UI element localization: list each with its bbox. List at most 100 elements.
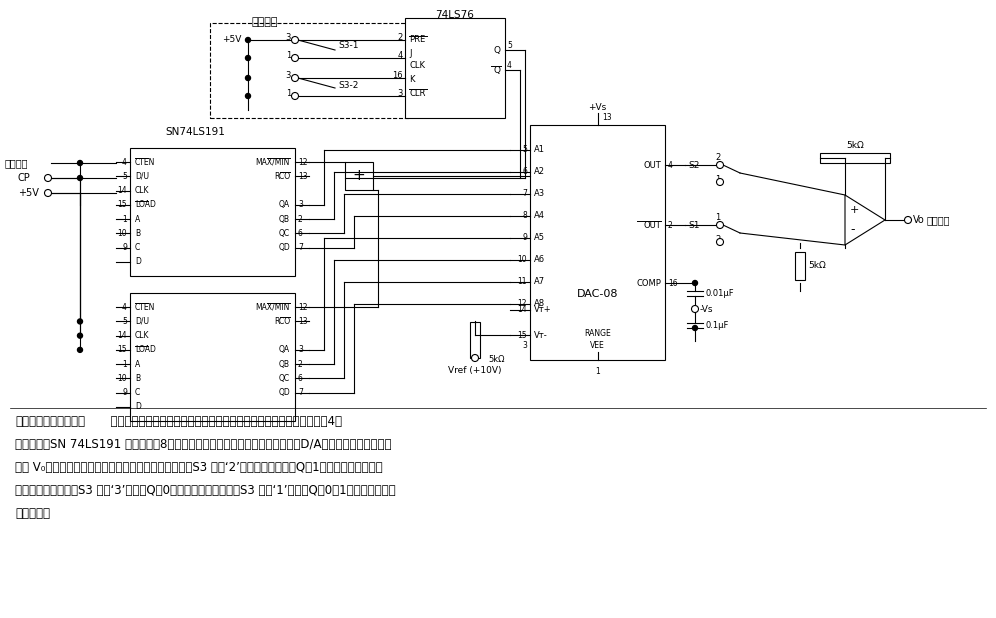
Text: LOAD: LOAD xyxy=(135,345,156,354)
Circle shape xyxy=(904,216,911,224)
Text: B: B xyxy=(135,374,140,383)
Circle shape xyxy=(471,355,478,362)
Text: Vref (+10V): Vref (+10V) xyxy=(448,365,502,375)
Text: 1: 1 xyxy=(123,360,127,368)
Text: A2: A2 xyxy=(534,167,545,177)
Text: QB: QB xyxy=(279,214,290,224)
Text: CLR: CLR xyxy=(409,88,425,98)
Text: A3: A3 xyxy=(534,190,545,198)
Bar xyxy=(470,322,480,358)
Text: VEE: VEE xyxy=(590,342,605,350)
Text: 13: 13 xyxy=(603,112,613,122)
Text: 74LS76: 74LS76 xyxy=(435,10,474,20)
Text: D: D xyxy=(135,257,140,266)
Text: 3: 3 xyxy=(522,342,527,350)
Circle shape xyxy=(78,319,83,324)
Text: QB: QB xyxy=(279,360,290,368)
Text: Q: Q xyxy=(494,66,501,75)
Text: MAX/MIN: MAX/MIN xyxy=(256,158,290,167)
Circle shape xyxy=(245,75,251,80)
Text: 14: 14 xyxy=(517,305,527,315)
Bar xyxy=(130,148,295,276)
Circle shape xyxy=(245,56,251,61)
Text: C: C xyxy=(135,243,140,252)
Text: CLK: CLK xyxy=(135,186,149,195)
Text: 2: 2 xyxy=(668,221,672,229)
Text: 5: 5 xyxy=(123,317,127,326)
Text: 1: 1 xyxy=(715,176,721,185)
Text: C: C xyxy=(135,388,140,397)
Text: A7: A7 xyxy=(534,277,545,287)
Circle shape xyxy=(292,36,299,43)
Text: 9: 9 xyxy=(123,243,127,252)
Text: CLK: CLK xyxy=(409,62,425,70)
Text: 15: 15 xyxy=(517,331,527,339)
Text: 波形选择: 波形选择 xyxy=(252,17,278,27)
Text: 5kΩ: 5kΩ xyxy=(847,142,864,151)
Text: S3-1: S3-1 xyxy=(338,41,359,51)
Text: 9: 9 xyxy=(522,234,527,242)
Circle shape xyxy=(716,161,723,169)
Text: 12: 12 xyxy=(518,300,527,308)
Text: RCO: RCO xyxy=(274,317,290,326)
Text: 波形输出: 波形输出 xyxy=(927,215,950,225)
Text: 5: 5 xyxy=(522,145,527,154)
Text: D/U: D/U xyxy=(135,317,149,326)
Text: 一种可产生三角波、锅齿波形的数字波形发生器实用电路。图中，两个4位: 一种可产生三角波、锅齿波形的数字波形发生器实用电路。图中，两个4位 xyxy=(103,415,342,428)
Circle shape xyxy=(292,93,299,99)
Text: 4: 4 xyxy=(397,51,403,59)
Text: 15: 15 xyxy=(118,200,127,210)
Text: QD: QD xyxy=(278,243,290,252)
Circle shape xyxy=(716,239,723,245)
Text: 13: 13 xyxy=(298,172,308,181)
Text: A: A xyxy=(135,214,140,224)
Text: 16: 16 xyxy=(668,279,677,287)
Text: CP: CP xyxy=(18,173,31,183)
Text: 2: 2 xyxy=(298,214,303,224)
Text: D: D xyxy=(135,402,140,411)
Text: COMP: COMP xyxy=(636,279,661,287)
Text: 生三角波。: 生三角波。 xyxy=(15,507,50,520)
Circle shape xyxy=(78,333,83,338)
Text: RCO: RCO xyxy=(274,172,290,181)
Text: J: J xyxy=(409,48,411,57)
Text: A1: A1 xyxy=(534,145,545,154)
Text: 3: 3 xyxy=(298,200,303,210)
Text: +: + xyxy=(353,169,366,184)
Text: +5V: +5V xyxy=(222,35,241,44)
Text: 6: 6 xyxy=(522,167,527,177)
Text: 8: 8 xyxy=(522,211,527,221)
Text: 6: 6 xyxy=(298,374,303,383)
Text: A4: A4 xyxy=(534,211,545,221)
Text: 12: 12 xyxy=(298,303,308,311)
Text: 2: 2 xyxy=(298,360,303,368)
Text: Vт+: Vт+ xyxy=(534,305,552,315)
Text: K: K xyxy=(409,75,414,83)
Bar xyxy=(405,18,505,118)
Text: SN74LS191: SN74LS191 xyxy=(165,127,225,137)
Text: 4: 4 xyxy=(507,62,512,70)
Circle shape xyxy=(45,174,52,182)
Text: 3: 3 xyxy=(286,33,291,41)
Text: A: A xyxy=(135,360,140,368)
Text: D/U: D/U xyxy=(135,172,149,181)
Text: 4: 4 xyxy=(668,161,673,169)
Bar xyxy=(530,125,665,360)
Text: MAX/MIN: MAX/MIN xyxy=(256,303,290,311)
Text: CTEN: CTEN xyxy=(135,158,155,167)
Text: 14: 14 xyxy=(118,186,127,195)
Text: 1: 1 xyxy=(715,213,721,221)
Text: PRE: PRE xyxy=(409,35,425,44)
Text: 1: 1 xyxy=(286,88,291,98)
Text: Vo: Vo xyxy=(913,215,924,225)
Text: 10: 10 xyxy=(118,229,127,238)
Text: 5: 5 xyxy=(123,172,127,181)
Text: OUT: OUT xyxy=(643,161,661,169)
Text: CTEN: CTEN xyxy=(135,303,155,311)
Text: RANGE: RANGE xyxy=(584,329,611,339)
Circle shape xyxy=(45,190,52,197)
Text: +Vs: +Vs xyxy=(589,103,607,112)
Text: 9: 9 xyxy=(123,388,127,397)
Text: 6: 6 xyxy=(298,229,303,238)
Text: +5V: +5V xyxy=(18,188,39,198)
